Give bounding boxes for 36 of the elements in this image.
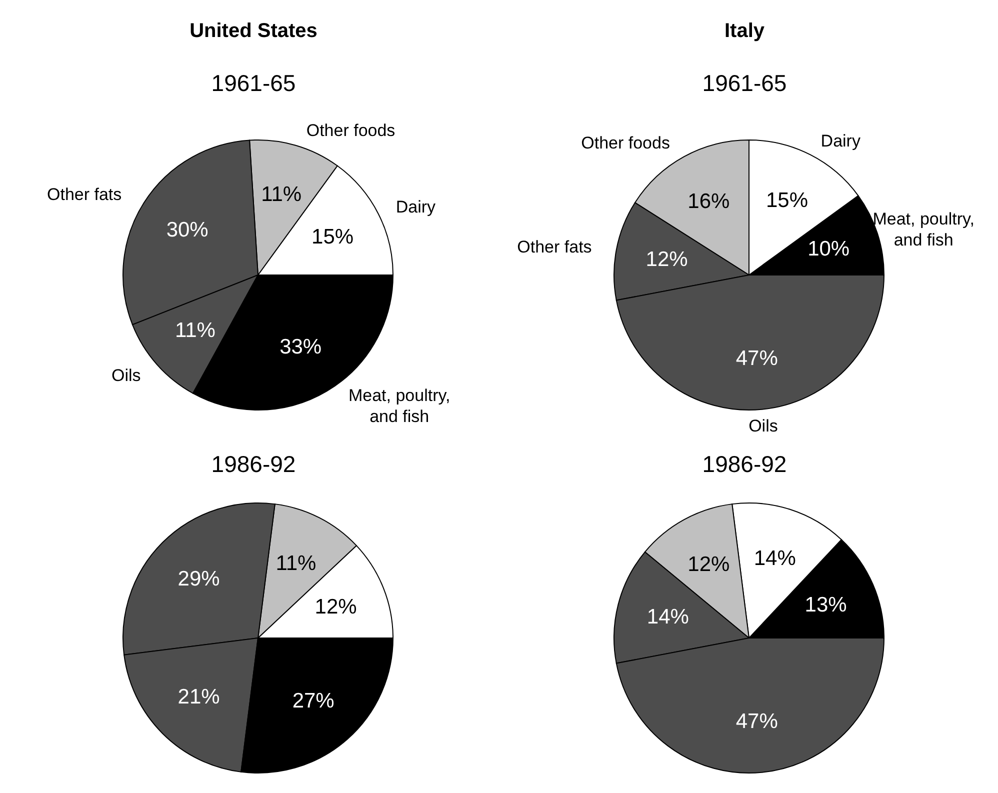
data-label: 13%: [804, 593, 847, 616]
chart-title: Italy: [723, 20, 766, 43]
data-label: 10%: [808, 238, 850, 261]
slice-label: Oils: [112, 365, 141, 384]
chart-subtitle: 1961-65: [210, 70, 297, 97]
data-label: 12%: [688, 553, 730, 576]
chart-subtitle: 1961-65: [701, 70, 788, 97]
data-label: 14%: [754, 546, 796, 570]
slice-label: Oils: [748, 416, 778, 436]
chart-title: United States: [188, 20, 318, 43]
slice-label: Other foods: [581, 133, 670, 152]
slice-label: Other fats: [517, 237, 592, 256]
data-label: 11%: [261, 183, 302, 206]
data-label: 11%: [276, 552, 316, 575]
data-label: 16%: [688, 190, 730, 214]
data-label: 15%: [312, 226, 354, 248]
slice-label: Other foods: [306, 120, 396, 140]
data-label: 12%: [314, 596, 357, 619]
data-label: 33%: [280, 336, 322, 359]
data-label: 14%: [646, 606, 689, 629]
chart-title: 1986-92: [701, 451, 788, 478]
slice-label: Dairy: [396, 196, 436, 216]
data-label: 27%: [292, 689, 334, 712]
slice-label: Meat, poultry, and fish: [348, 386, 450, 426]
data-label: 30%: [166, 218, 208, 242]
data-label: 12%: [646, 248, 688, 271]
data-label: 29%: [178, 567, 220, 590]
data-label: 11%: [174, 318, 216, 342]
slice-label: Other fats: [47, 184, 122, 204]
data-label: 47%: [736, 346, 778, 370]
data-label: 21%: [178, 686, 220, 709]
chart-title: 1986-92: [210, 451, 297, 478]
slice-label: Meat, poultry, and fish: [872, 208, 974, 249]
data-label: 15%: [766, 188, 808, 212]
data-label: 47%: [736, 710, 778, 733]
slice-label: Dairy: [820, 130, 861, 150]
